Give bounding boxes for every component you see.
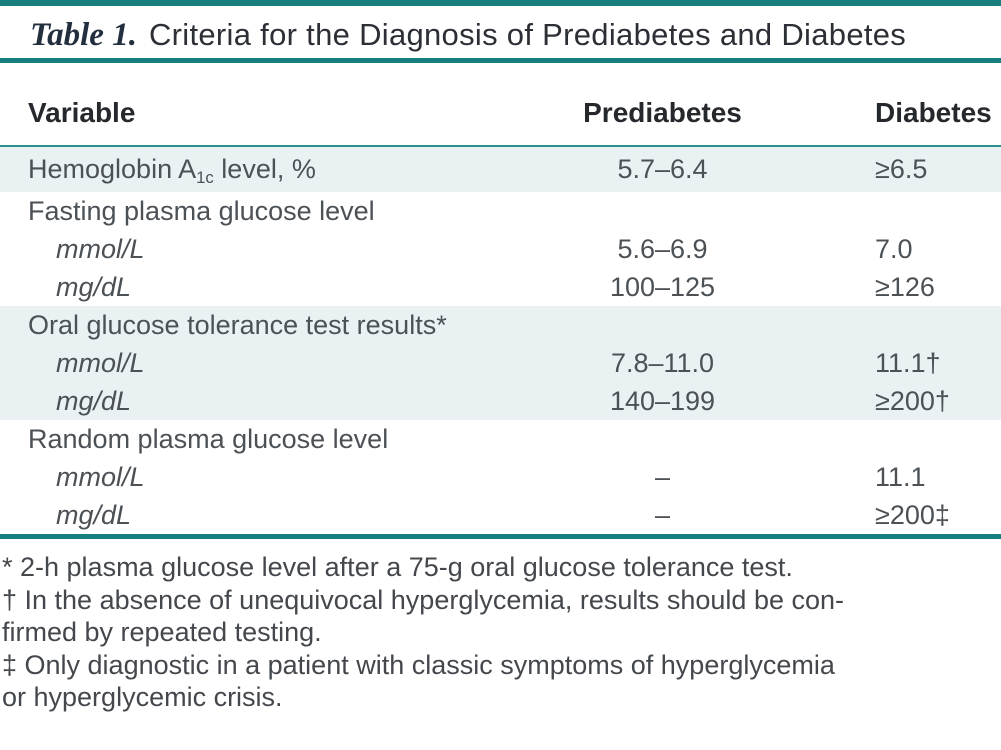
row-label-mgdl: mg/dL [56, 499, 132, 530]
table-row-fasting-group: Fasting plasma glucose level [0, 192, 1001, 230]
row-label-ogtt: Oral glucose tolerance test results* [0, 306, 540, 344]
diabetes-value [785, 420, 1001, 458]
footnote-line-double-dagger-2: or hyperglycemic crisis. [2, 682, 283, 712]
table-row-ogtt-mgdl: mg/dL 140–199 ≥200† [0, 382, 1001, 420]
table-title: Table 1. Criteria for the Diagnosis of Pr… [30, 12, 930, 58]
prediabetes-value [540, 192, 785, 230]
row-label-part-post: level, % [213, 154, 316, 184]
diabetes-value: 11.1 [875, 461, 926, 492]
footnote-line-asterisk: * 2-h plasma glucose level after a 75-g … [2, 552, 793, 582]
footnote-line-dagger-2: firmed by repeated testing. [2, 617, 322, 647]
diabetes-value [785, 192, 1001, 230]
diabetes-value: ≥126 [875, 271, 935, 302]
row-label-mgdl: mg/dL [56, 271, 132, 302]
table-body: Hemoglobin A1c level, % 5.7–6.4 ≥6.5 Fas… [0, 146, 1001, 534]
row-label-random: Random plasma glucose level [28, 423, 389, 454]
prediabetes-value: 140–199 [540, 382, 785, 420]
prediabetes-value [540, 306, 785, 344]
table-row-ogtt-mmol: mmol/L 7.8–11.0 11.1† [0, 344, 1001, 382]
header-row: Variable Prediabetes Diabetes [0, 63, 1001, 147]
column-header-prediabetes: Prediabetes [540, 63, 785, 147]
row-label-mmol: mmol/L [56, 461, 145, 492]
diagnosis-criteria-table: Variable Prediabetes Diabetes Hemoglobin… [0, 63, 1001, 534]
divider-top-rule [0, 58, 1001, 63]
table-header: Variable Prediabetes Diabetes [0, 63, 1001, 147]
diabetes-value: ≥6.5 [785, 146, 1001, 192]
table-row-random-mgdl: mg/dL – ≥200‡ [0, 496, 1001, 534]
prediabetes-value: – [654, 461, 671, 492]
prediabetes-value: 5.6–6.9 [617, 233, 708, 264]
table-row-random-group: Random plasma glucose level [0, 420, 1001, 458]
diabetes-value: ≥200† [785, 382, 1001, 420]
row-label-mmol: mmol/L [56, 233, 145, 264]
row-label-mmol: mmol/L [0, 344, 540, 382]
column-header-diabetes: Diabetes [785, 63, 1001, 147]
prediabetes-value: – [654, 499, 671, 530]
table-caption-text: Criteria for the Diagnosis of Prediabete… [148, 17, 907, 52]
row-label-part-pre: Hemoglobin A [28, 154, 197, 184]
table-row-fasting-mmol: mmol/L 5.6–6.9 7.0 [0, 230, 1001, 268]
row-label-mgdl: mg/dL [0, 382, 540, 420]
table-number-label: Table 1. [30, 17, 137, 53]
table-row-ogtt-group: Oral glucose tolerance test results* [0, 306, 1001, 344]
table-row-hemoglobin-a1c: Hemoglobin A1c level, % 5.7–6.4 ≥6.5 [0, 146, 1001, 192]
table-row-random-mmol: mmol/L – 11.1 [0, 458, 1001, 496]
row-label-fasting: Fasting plasma glucose level [28, 195, 375, 226]
diabetes-value: ≥200‡ [875, 499, 950, 530]
row-label-hemoglobin-a1c: Hemoglobin A1c level, % [0, 146, 540, 192]
column-header-variable: Variable [0, 63, 540, 147]
prediabetes-value: 100–125 [609, 271, 716, 302]
diabetes-value [785, 306, 1001, 344]
footnote-line-double-dagger-1: ‡ Only diagnostic in a patient with clas… [2, 649, 835, 680]
diabetes-value: 7.0 [875, 233, 913, 264]
row-label-subscript: 1c [196, 167, 214, 187]
top-accent-bar [0, 0, 1001, 6]
prediabetes-value [540, 420, 785, 458]
footnote-line-dagger-1: † In the absence of unequivocal hypergly… [2, 584, 845, 615]
prediabetes-value: 7.8–11.0 [540, 344, 785, 382]
diabetes-value: 11.1† [785, 344, 1001, 382]
prediabetes-value: 5.7–6.4 [540, 146, 785, 192]
footnotes-block: * 2-h plasma glucose level after a 75-g … [0, 551, 1001, 714]
divider-bottom-rule [0, 534, 1001, 539]
table-row-fasting-mgdl: mg/dL 100–125 ≥126 [0, 268, 1001, 306]
